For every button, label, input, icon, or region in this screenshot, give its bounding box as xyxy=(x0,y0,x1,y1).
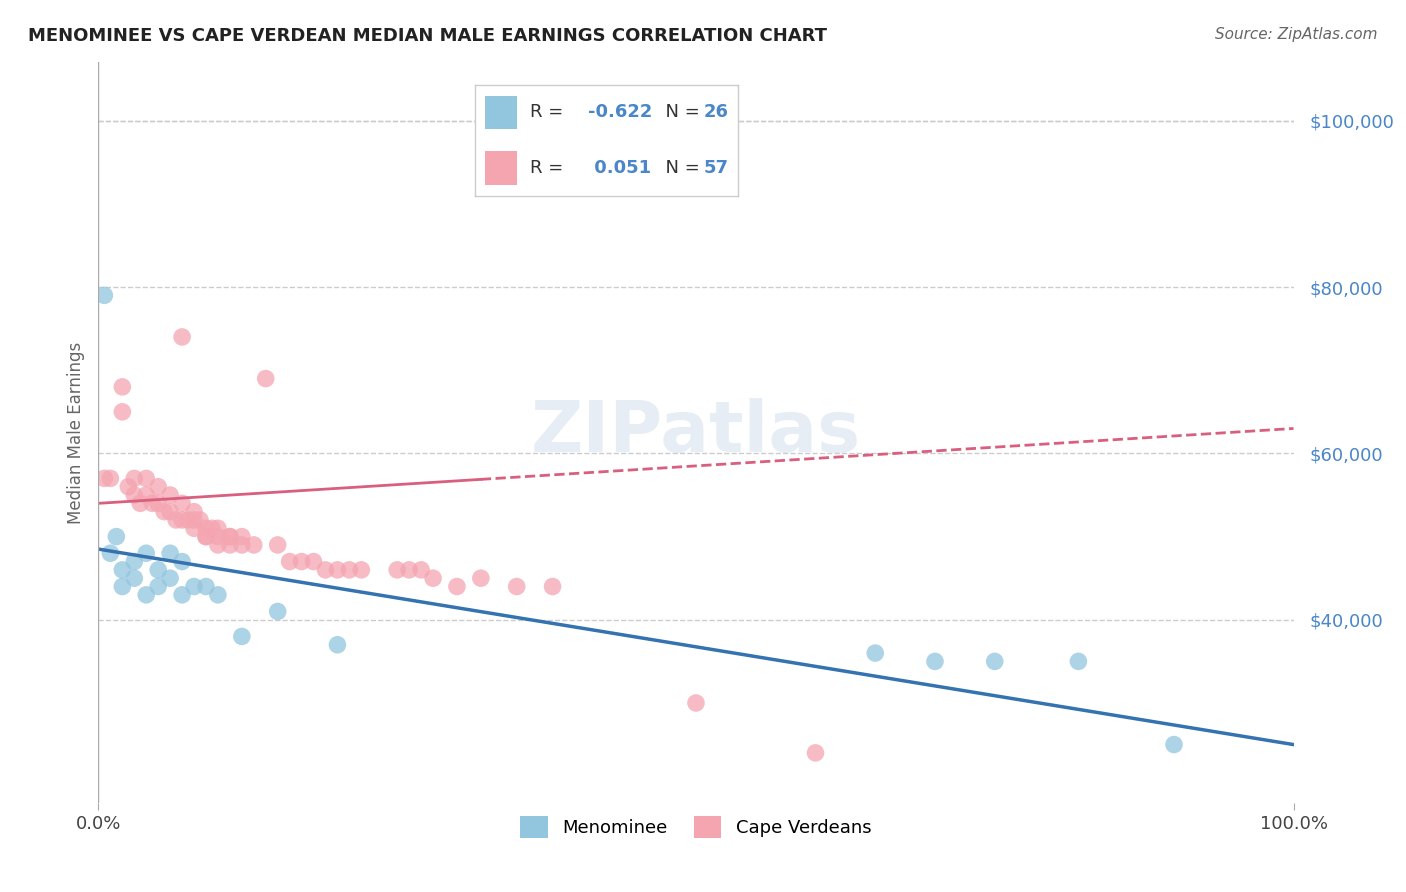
Point xyxy=(804,746,827,760)
Point xyxy=(411,563,433,577)
Y-axis label: Median Male Earnings: Median Male Earnings xyxy=(66,342,84,524)
Point xyxy=(267,538,290,552)
Point xyxy=(865,646,887,660)
Point xyxy=(105,530,128,544)
Point xyxy=(326,563,349,577)
Point xyxy=(1067,654,1090,668)
Point xyxy=(172,330,194,344)
Point xyxy=(207,538,229,552)
Point xyxy=(339,563,361,577)
Point xyxy=(326,638,349,652)
Point xyxy=(111,563,134,577)
Point xyxy=(291,555,314,569)
Point xyxy=(302,555,325,569)
Point xyxy=(93,471,115,485)
Point xyxy=(148,580,170,594)
Point xyxy=(398,563,420,577)
Point xyxy=(172,496,194,510)
Point xyxy=(141,496,163,510)
Point xyxy=(195,580,218,594)
Point xyxy=(124,555,146,569)
Point xyxy=(470,571,492,585)
Point xyxy=(315,563,337,577)
Point xyxy=(148,480,170,494)
Point xyxy=(183,580,205,594)
Point xyxy=(153,505,176,519)
Point xyxy=(111,580,134,594)
Point xyxy=(984,654,1007,668)
Point xyxy=(124,488,146,502)
Point xyxy=(1163,738,1185,752)
Point xyxy=(195,530,218,544)
Point xyxy=(385,563,409,577)
Point xyxy=(350,563,373,577)
Point xyxy=(231,629,253,643)
Point xyxy=(254,371,277,385)
Point xyxy=(541,580,564,594)
Point xyxy=(207,588,229,602)
Text: Source: ZipAtlas.com: Source: ZipAtlas.com xyxy=(1215,27,1378,42)
Text: ZIPatlas: ZIPatlas xyxy=(531,398,860,467)
Point xyxy=(159,546,181,560)
Point xyxy=(422,571,444,585)
Point xyxy=(135,546,157,560)
Point xyxy=(506,580,529,594)
Point xyxy=(231,538,253,552)
Point xyxy=(207,530,229,544)
Point xyxy=(219,530,242,544)
Point xyxy=(172,588,194,602)
Point xyxy=(135,471,157,485)
Point xyxy=(159,505,181,519)
Point xyxy=(159,571,181,585)
Point xyxy=(148,563,170,577)
Point xyxy=(201,521,224,535)
Point xyxy=(183,505,205,519)
Point xyxy=(188,513,211,527)
Point xyxy=(177,513,200,527)
Point xyxy=(111,405,134,419)
Point xyxy=(183,521,205,535)
Point xyxy=(135,588,157,602)
Point xyxy=(111,380,134,394)
Point xyxy=(685,696,707,710)
Point xyxy=(219,538,242,552)
Point xyxy=(124,571,146,585)
Point xyxy=(219,530,242,544)
Point xyxy=(231,530,253,544)
Point xyxy=(93,288,115,302)
Point xyxy=(278,555,301,569)
Point xyxy=(98,471,122,485)
Point xyxy=(124,471,146,485)
Point xyxy=(159,488,181,502)
Point xyxy=(117,480,139,494)
Point xyxy=(172,513,194,527)
Point xyxy=(446,580,468,594)
Point xyxy=(148,496,170,510)
Point xyxy=(98,546,122,560)
Point xyxy=(129,496,152,510)
Point xyxy=(135,488,157,502)
Point xyxy=(172,555,194,569)
Text: MENOMINEE VS CAPE VERDEAN MEDIAN MALE EARNINGS CORRELATION CHART: MENOMINEE VS CAPE VERDEAN MEDIAN MALE EA… xyxy=(28,27,827,45)
Legend: Menominee, Cape Verdeans: Menominee, Cape Verdeans xyxy=(513,809,879,846)
Point xyxy=(195,530,218,544)
Point xyxy=(267,605,290,619)
Point xyxy=(243,538,266,552)
Point xyxy=(195,521,218,535)
Point xyxy=(207,521,229,535)
Point xyxy=(924,654,946,668)
Point xyxy=(183,513,205,527)
Point xyxy=(165,513,187,527)
